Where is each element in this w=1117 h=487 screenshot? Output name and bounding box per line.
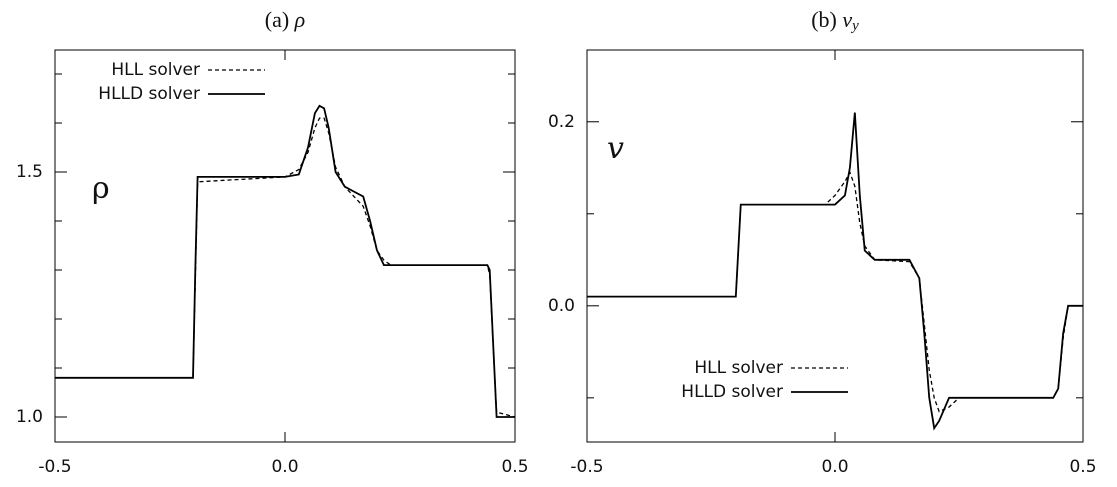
legend-label: HLL solver	[111, 60, 200, 80]
panel-title: (a) ρ	[265, 7, 305, 32]
x-tick-label: 0.0	[271, 457, 298, 477]
x-tick-label: 0.5	[501, 457, 528, 477]
plot-frame	[54, 49, 516, 443]
panel: (a) ρ -0.5 0.0 0.5 1.0 1.5 ρ HLL solver HLLD sol…	[16, 7, 529, 477]
x-tick-label: -0.5	[38, 457, 71, 477]
legend-label: HLLD solver	[681, 382, 783, 402]
axis-symbol: ρ	[92, 171, 110, 206]
data-line	[55, 104, 515, 418]
title-label: (a)	[265, 7, 289, 32]
title-symbol: ρ	[294, 7, 306, 32]
data-line	[55, 117, 516, 418]
y-tick-label: 1.5	[16, 162, 43, 182]
plot-frame	[586, 49, 1084, 443]
y-tick-label: 0.2	[548, 112, 575, 132]
panel-title: (b) vy	[811, 7, 859, 34]
legend-label: HLL solver	[694, 358, 783, 378]
y-tick-label: 1.0	[16, 407, 43, 427]
data-line	[587, 112, 1083, 431]
x-tick-label: -0.5	[570, 457, 603, 477]
axis-symbol: v	[607, 131, 624, 166]
legend-label: HLLD solver	[98, 84, 200, 104]
x-tick-label: 0.0	[821, 457, 848, 477]
data-line	[587, 170, 1083, 413]
title-subscript: y	[850, 18, 859, 34]
title-symbol: v	[842, 7, 852, 32]
x-tick-label: 0.5	[1069, 457, 1096, 477]
y-tick-label: 0.0	[548, 296, 575, 316]
title-label: (b)	[811, 7, 837, 32]
